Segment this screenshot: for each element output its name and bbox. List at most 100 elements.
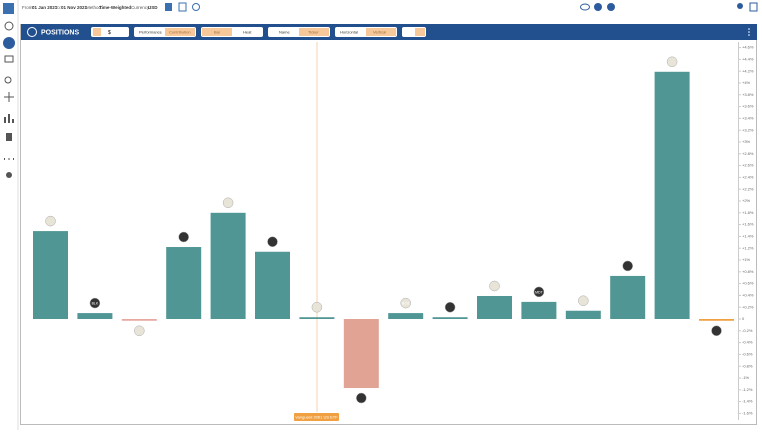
method: Time-Weighted [99,5,131,10]
toggle-label[interactable]: Contribution [169,30,191,35]
btn[interactable] [415,28,425,36]
toggle-label[interactable]: Performance [139,30,163,35]
y-tick-label: -0.8% [742,363,753,368]
icon-history[interactable] [192,3,200,11]
currency: USD [148,5,158,10]
toggle-active[interactable] [165,28,195,36]
y-tick-label: +2.2% [742,186,754,191]
icon-list[interactable] [4,55,14,63]
position-logo [89,297,101,309]
y-tick-label: +1% [742,257,751,262]
position-logo [578,295,589,306]
y-tick-label: -0.4% [742,340,753,345]
position-logo [666,56,678,68]
y-tick-label: +1.4% [742,233,754,238]
position-logo [622,260,633,272]
label: Currency: [131,5,151,10]
position-logo [711,325,722,337]
toggle-label[interactable]: Heat [243,30,252,35]
toggle-label[interactable]: Bar [214,30,221,35]
bar [255,251,290,319]
date: 01 Nov 2021 [61,5,88,10]
toggle-active[interactable] [299,28,329,36]
y-tick-label: +1.2% [742,245,754,250]
y-tick-label: +4.6% [742,45,754,50]
position-logo [400,297,411,309]
menu-dot[interactable] [748,28,750,30]
icon-add[interactable] [4,92,14,102]
y-tick-label: +4% [742,80,751,85]
bar [77,313,113,319]
date: 01 Jan 2021 [32,5,58,10]
toggle-label[interactable]: Horizontal [340,30,358,35]
icon-dashboard[interactable] [4,21,14,31]
icon-chart[interactable] [4,114,14,123]
bar [654,71,690,319]
position-logo [533,286,545,298]
icon-user[interactable] [6,172,12,178]
bar [477,295,512,319]
menu-dot[interactable] [748,34,750,36]
y-tick-label: +2.4% [742,174,754,179]
logo-label: BOX [402,302,410,306]
position-logo [311,301,323,313]
y-tick-label: +3.2% [742,127,754,132]
bar [432,317,468,319]
y-tick-label: +0.4% [742,292,754,297]
label: To: [55,5,61,10]
toggle-label[interactable]: Vertical [373,30,386,35]
y-tick-label: -0.6% [742,351,753,356]
toggle-active[interactable] [202,28,232,36]
bar [210,212,246,319]
icon-cube[interactable] [165,3,172,11]
icon-logout[interactable] [749,2,758,12]
y-tick-label: +1.8% [742,210,754,215]
toggle-active[interactable] [366,28,396,36]
bar [121,319,157,321]
y-tick-label: +0.2% [742,304,754,309]
bar [699,319,734,321]
bar [299,317,335,319]
y-tick-label: 0 [742,316,745,321]
position-logo [356,392,367,404]
y-tick-label: +2% [742,198,751,203]
y-tick-label: +3% [742,139,751,144]
y-tick-label: -0.2% [742,328,753,333]
icon-cloud[interactable] [607,3,615,11]
logo-label: MDT [535,290,543,294]
icon-doc[interactable] [6,133,12,141]
label: Method: [86,5,102,10]
y-tick-label: +3.4% [742,115,754,120]
toggle-label[interactable]: Ticker [308,30,319,35]
btn[interactable] [93,28,101,36]
bar [610,275,646,319]
tooltip: Vanguard 2061 US ETF [295,415,338,420]
tooltip-box [294,413,339,421]
panel-title: POSITIONS [41,29,79,36]
icon-search[interactable] [4,76,12,84]
logo[interactable] [3,3,14,14]
position-logo [134,325,145,337]
y-tick-label: +0.6% [742,281,754,286]
bar [33,231,68,319]
position-logo [444,301,456,313]
y-tick-label: +3.8% [742,92,754,97]
y-tick-label: -1.4% [742,399,753,404]
icon-panel [27,27,37,37]
y-tick-label: -1% [742,375,750,380]
plot: -1.6% -1.4% -1.2% -1% -0.8% -0.6% -0.4% -0.2% 0 +… [33,45,754,415]
icon-eye[interactable] [580,3,590,11]
menu-dot[interactable] [748,31,750,33]
y-tick-label: +2.8% [742,151,754,156]
sidebar [0,0,18,430]
icon-copy[interactable] [178,2,187,12]
panel [20,24,757,425]
logo-label: BLK [92,302,99,306]
icon-positions[interactable] [3,37,15,49]
position-logo [45,215,56,227]
icon-settings[interactable] [594,3,602,11]
icon-account[interactable] [737,3,743,9]
position-logo [489,280,500,292]
toggle-label[interactable]: Name [279,30,290,35]
